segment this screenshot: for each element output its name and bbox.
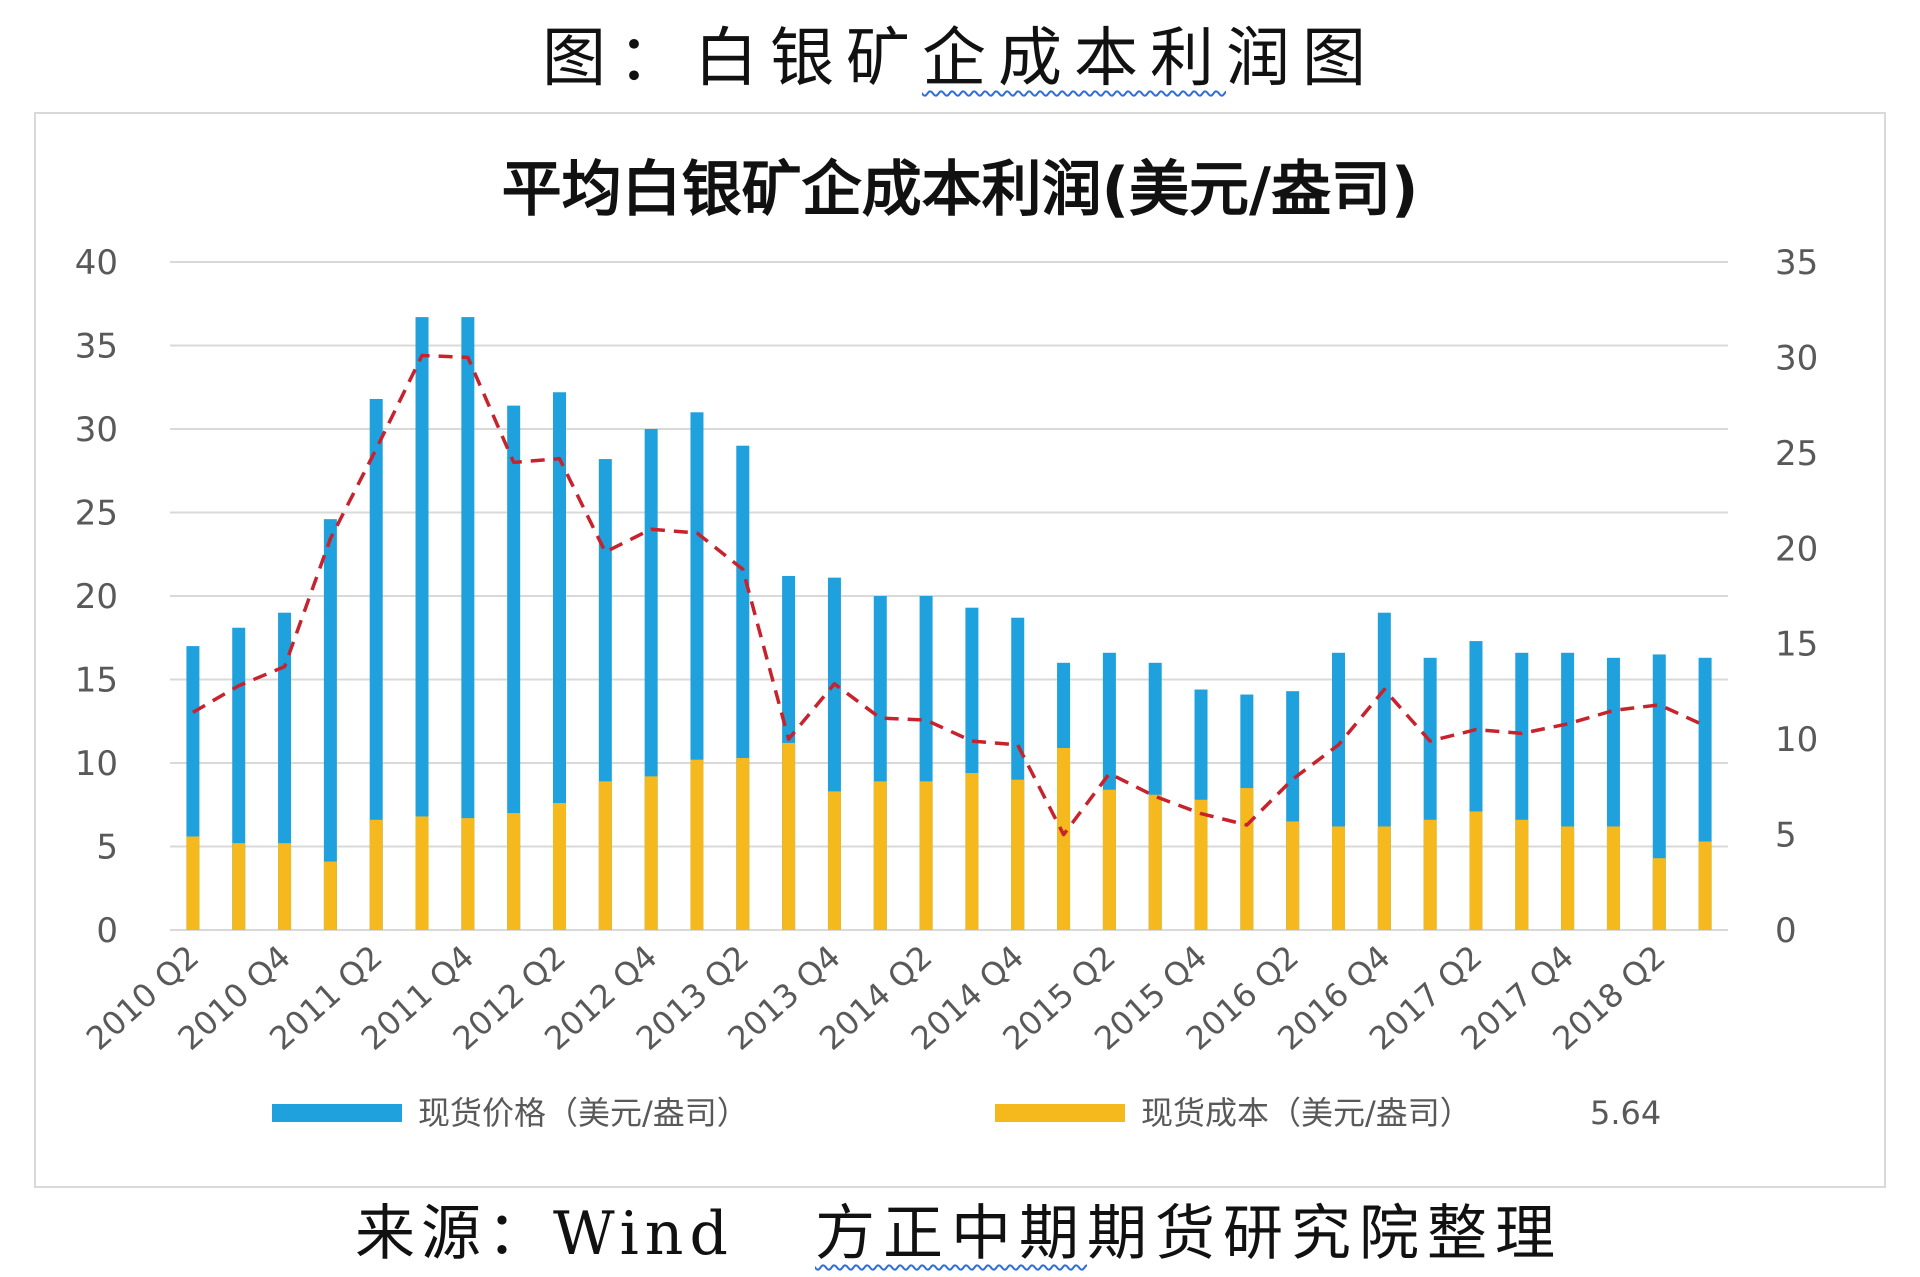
cost-bar xyxy=(1515,819,1529,930)
chart-frame xyxy=(34,112,1886,1188)
legend-swatch-cost xyxy=(995,1104,1125,1122)
y-right-tick-label: 30 xyxy=(1775,338,1818,378)
price-bar xyxy=(323,519,337,930)
legend-annotation: 5.64 xyxy=(1590,1094,1661,1132)
price-bar xyxy=(415,317,429,930)
cost-bar xyxy=(323,861,337,930)
cost-bar xyxy=(1423,819,1437,930)
source-label: 来源：Wind xyxy=(355,1199,734,1269)
cost-bar xyxy=(598,781,612,930)
cost-bar xyxy=(1652,858,1666,930)
cost-bar xyxy=(736,757,750,930)
y-right-tick-label: 10 xyxy=(1775,720,1818,760)
legend-label-cost: 现货成本（美元/盎司） xyxy=(1141,1094,1472,1132)
cost-bar xyxy=(415,816,429,930)
cost-bar xyxy=(827,791,841,930)
cost-bar xyxy=(1606,826,1620,930)
cost-bar xyxy=(1286,821,1300,930)
y-left-tick-label: 15 xyxy=(75,661,118,701)
cost-bar xyxy=(507,813,521,930)
legend-swatch-price xyxy=(272,1104,402,1122)
legend-label-price: 现货价格（美元/盎司） xyxy=(418,1094,749,1132)
cost-bar xyxy=(1148,794,1162,930)
cost-bar xyxy=(1561,826,1575,930)
cost-bar xyxy=(1102,789,1116,930)
chart-title: 平均白银矿企成本利润(美元/盎司) xyxy=(501,155,1419,225)
y-left-tick-label: 40 xyxy=(75,243,118,283)
cost-bar xyxy=(965,773,979,930)
y-left-tick-label: 30 xyxy=(75,410,118,450)
y-left-tick-label: 10 xyxy=(75,744,118,784)
cost-bar xyxy=(1469,811,1483,930)
cost-bar xyxy=(369,819,383,930)
cost-bar xyxy=(1240,788,1254,930)
cost-bar xyxy=(919,781,933,930)
cost-bar xyxy=(690,759,704,930)
y-right-tick-label: 0 xyxy=(1775,911,1797,951)
cost-bar xyxy=(1332,826,1345,930)
cost-bar xyxy=(782,742,796,930)
cost-bar xyxy=(232,843,246,930)
y-left-tick-label: 5 xyxy=(96,828,118,868)
cost-bar xyxy=(553,803,566,930)
source-line: 来源：Wind 方正中期期货研究院整理 xyxy=(0,1196,1920,1272)
price-bar xyxy=(507,405,521,930)
price-bar xyxy=(369,398,383,930)
cost-bar xyxy=(1057,747,1071,930)
y-right-tick-label: 15 xyxy=(1775,625,1818,665)
y-right-tick-label: 25 xyxy=(1775,434,1818,474)
y-right-tick-label: 35 xyxy=(1775,243,1818,283)
price-bar xyxy=(553,392,566,930)
figure-caption: 图：白银矿企成本利润图 xyxy=(542,22,1378,96)
cost-bar xyxy=(1011,779,1025,930)
cost-bar xyxy=(1698,841,1712,930)
cost-bar xyxy=(873,781,887,930)
y-right-tick-label: 20 xyxy=(1775,529,1818,569)
y-left-tick-label: 20 xyxy=(75,577,118,617)
y-left-tick-label: 0 xyxy=(96,911,118,951)
profit-line xyxy=(192,353,1706,837)
cost-bar xyxy=(278,843,292,930)
cost-bar xyxy=(644,776,658,930)
cost-bar xyxy=(1194,799,1208,930)
price-bar xyxy=(461,317,475,930)
cost-bar xyxy=(186,836,200,930)
cost-bar xyxy=(1377,826,1391,930)
y-left-tick-label: 25 xyxy=(75,494,118,534)
cost-bar xyxy=(461,818,475,930)
y-right-tick-label: 5 xyxy=(1775,816,1797,856)
y-left-tick-label: 35 xyxy=(75,327,118,367)
source-org: 方正中期期货研究院整理 xyxy=(815,1199,1563,1269)
